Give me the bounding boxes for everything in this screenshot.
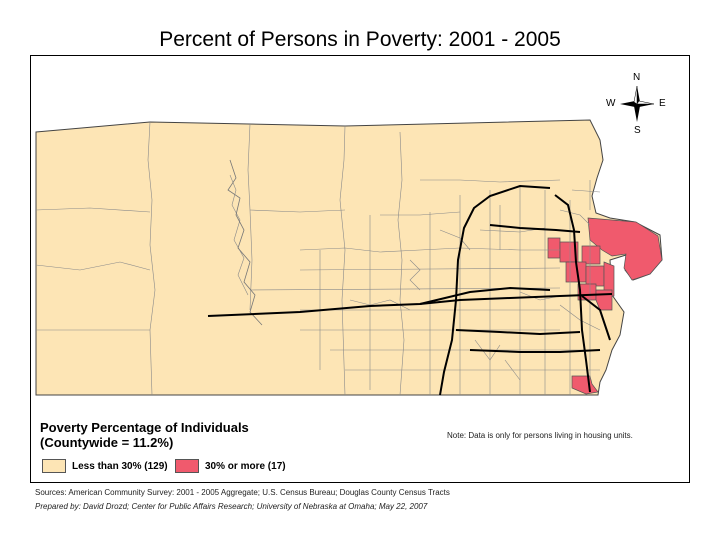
tract-boundaries <box>35 121 601 396</box>
tract-riverfront <box>587 217 663 281</box>
map-title: Percent of Persons in Poverty: 2001 - 20… <box>159 28 561 51</box>
tract-north-omaha-c <box>581 245 601 265</box>
tract-north-omaha-a <box>547 237 561 259</box>
west-dodge <box>455 329 581 336</box>
dodge-street <box>419 286 551 305</box>
kennedy-fwy <box>581 295 611 341</box>
sources-text: Sources: American Community Survey: 2001… <box>35 488 450 497</box>
map-frame <box>30 55 690 483</box>
legend-label-high: 30% or more (17) <box>205 461 286 472</box>
compass-s: S <box>634 125 641 136</box>
legend-swatch-low <box>42 459 66 473</box>
legend-title-line1: Poverty Percentage of Individuals <box>40 420 249 435</box>
compass-w: W <box>606 98 616 109</box>
interstate-80 <box>207 293 613 317</box>
highway-75 <box>469 349 601 353</box>
interstate-680 <box>439 184 551 396</box>
legend-title-line2: (Countywide = 11.2%) <box>40 435 174 450</box>
compass-n: N <box>633 72 641 83</box>
compass-e: E <box>659 98 666 109</box>
legend-title: Poverty Percentage of Individuals (Count… <box>40 420 249 450</box>
north-freeway <box>554 194 591 393</box>
data-note: Note: Data is only for persons living in… <box>447 431 633 440</box>
tract-north-omaha-e <box>585 265 605 287</box>
compass-icon <box>620 85 655 122</box>
prepared-by-text: Prepared by: David Drozd; Center for Pub… <box>35 502 428 511</box>
river-line <box>227 159 263 326</box>
legend-label-low: Less than 30% (129) <box>72 461 168 472</box>
tract-north-omaha-f <box>603 261 615 297</box>
compass-rose: N S E W <box>604 72 668 136</box>
road-spur <box>489 224 581 233</box>
high-poverty-tracts <box>547 217 663 395</box>
legend-swatch-high <box>175 459 199 473</box>
major-roads <box>207 184 613 396</box>
